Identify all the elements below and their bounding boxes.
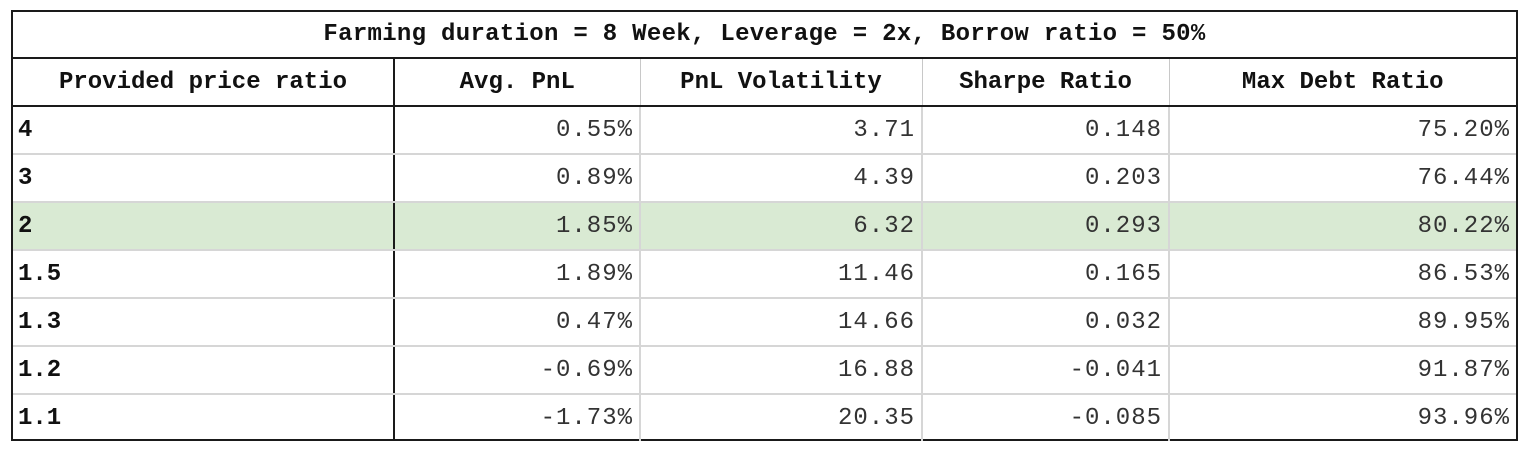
cell-pnl-volatility: 4.39 xyxy=(639,154,922,203)
results-table: Farming duration = 8 Week, Leverage = 2x… xyxy=(13,12,1516,441)
cell-max-debt-ratio: 80.22% xyxy=(1168,202,1516,251)
cell-sharpe-ratio: -0.041 xyxy=(921,346,1169,395)
table-row: 1.5 1.89% 11.46 0.165 86.53% xyxy=(13,250,1516,299)
cell-sharpe-ratio: 0.165 xyxy=(921,250,1169,299)
cell-avg-pnl: -0.69% xyxy=(393,346,640,395)
cell-price-ratio: 1.2 xyxy=(13,346,394,395)
table-row: 2 1.85% 6.32 0.293 80.22% xyxy=(13,202,1516,251)
table-title: Farming duration = 8 Week, Leverage = 2x… xyxy=(13,12,1516,59)
table-row: 1.3 0.47% 14.66 0.032 89.95% xyxy=(13,298,1516,347)
cell-price-ratio: 2 xyxy=(13,202,394,251)
cell-sharpe-ratio: 0.293 xyxy=(921,202,1169,251)
table-header-row: Provided price ratio Avg. PnL PnL Volati… xyxy=(13,58,1516,107)
cell-avg-pnl: 1.85% xyxy=(393,202,640,251)
column-header-price-ratio: Provided price ratio xyxy=(13,58,394,107)
cell-price-ratio: 4 xyxy=(13,106,394,155)
cell-avg-pnl: 0.55% xyxy=(393,106,640,155)
cell-pnl-volatility: 20.35 xyxy=(639,394,922,441)
cell-max-debt-ratio: 86.53% xyxy=(1168,250,1516,299)
cell-avg-pnl: -1.73% xyxy=(393,394,640,441)
cell-pnl-volatility: 3.71 xyxy=(639,106,922,155)
table-row: 3 0.89% 4.39 0.203 76.44% xyxy=(13,154,1516,203)
cell-sharpe-ratio: 0.032 xyxy=(921,298,1169,347)
table-title-row: Farming duration = 8 Week, Leverage = 2x… xyxy=(13,12,1516,59)
cell-sharpe-ratio: 0.148 xyxy=(921,106,1169,155)
cell-avg-pnl: 0.47% xyxy=(393,298,640,347)
cell-sharpe-ratio: -0.085 xyxy=(921,394,1169,441)
cell-max-debt-ratio: 91.87% xyxy=(1168,346,1516,395)
cell-sharpe-ratio: 0.203 xyxy=(921,154,1169,203)
cell-avg-pnl: 0.89% xyxy=(393,154,640,203)
cell-avg-pnl: 1.89% xyxy=(393,250,640,299)
column-header-avg-pnl: Avg. PnL xyxy=(393,58,640,107)
cell-pnl-volatility: 16.88 xyxy=(639,346,922,395)
cell-price-ratio: 1.1 xyxy=(18,404,62,432)
column-header-max-debt-ratio: Max Debt Ratio xyxy=(1168,58,1516,107)
cell-pnl-volatility: 6.32 xyxy=(639,202,922,251)
cell-max-debt-ratio: 89.95% xyxy=(1168,298,1516,347)
cell-max-debt-ratio: 75.20% xyxy=(1168,106,1516,155)
table-row: 1.2 -0.69% 16.88 -0.041 91.87% xyxy=(13,346,1516,395)
column-header-pnl-volatility: PnL Volatility xyxy=(639,58,922,107)
cell-price-ratio: 1.3 xyxy=(13,298,394,347)
table-row: 1.1 -1.73% 20.35 -0.085 93.96% xyxy=(13,394,1516,441)
cell-price-ratio: 1.5 xyxy=(13,250,394,299)
cell-pnl-volatility: 11.46 xyxy=(639,250,922,299)
cell-pnl-volatility: 14.66 xyxy=(639,298,922,347)
cell-max-debt-ratio: 93.96% xyxy=(1168,394,1516,441)
cell-max-debt-ratio: 76.44% xyxy=(1168,154,1516,203)
column-header-sharpe-ratio: Sharpe Ratio xyxy=(921,58,1169,107)
table-row: 4 0.55% 3.71 0.148 75.20% xyxy=(13,106,1516,155)
cell-price-ratio: 3 xyxy=(13,154,394,203)
results-table-container: Farming duration = 8 Week, Leverage = 2x… xyxy=(11,10,1518,441)
